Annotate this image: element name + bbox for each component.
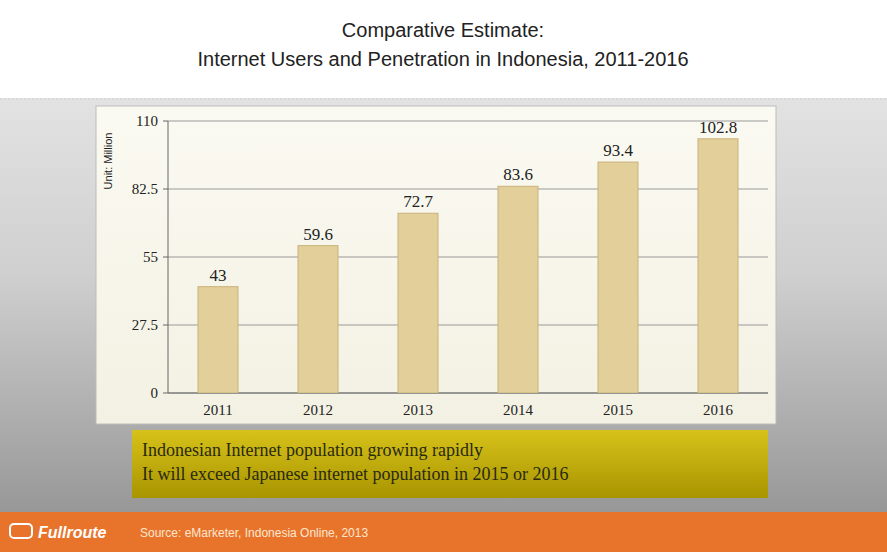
y-tick-label: 55: [143, 249, 158, 265]
data-label: 102.8: [699, 118, 737, 137]
title-rule: [0, 99, 887, 100]
source: Source: eMarketer, Indonesia Online, 201…: [140, 526, 368, 540]
plot-panel: [96, 106, 776, 424]
data-label: 83.6: [503, 165, 533, 184]
grid-line: [168, 121, 768, 122]
annotation: Indonesian Internet population growing r…: [142, 440, 483, 460]
x-tick-label: 2012: [303, 402, 333, 418]
x-tick-label: 2011: [203, 402, 232, 418]
y-tick: [163, 121, 168, 122]
bar: [198, 287, 238, 393]
bar: [598, 162, 638, 393]
x-axis: [168, 393, 768, 394]
y-axis: [168, 121, 169, 393]
footer-bar: [0, 512, 887, 552]
y-axis-title: Unit: Million: [102, 133, 114, 190]
data-label: 59.6: [303, 225, 333, 244]
data-label: 43: [210, 266, 227, 285]
bar: [698, 139, 738, 393]
background: [0, 0, 887, 552]
x-tick-label: 2014: [503, 402, 534, 418]
brand: Fullroute: [38, 524, 107, 541]
annotation: It will exceed Japanese internet populat…: [142, 464, 568, 484]
grid-line: [168, 393, 768, 394]
data-label: 93.4: [603, 141, 633, 160]
subtitle: Internet Users and Penetration in Indone…: [197, 48, 688, 70]
title: Comparative Estimate:: [342, 19, 544, 41]
x-tick-label: 2015: [603, 402, 633, 418]
chart-root: Comparative Estimate: Internet Users and …: [0, 0, 887, 552]
bars: [198, 139, 738, 393]
y-tick: [163, 257, 168, 258]
data-label: 72.7: [403, 192, 433, 211]
logo-icon: [10, 524, 32, 538]
grid-line: [168, 257, 768, 258]
y-tick-label: 110: [136, 113, 158, 129]
logo-shape: [10, 524, 32, 538]
y-tick: [163, 393, 168, 394]
y-tick: [163, 189, 168, 190]
y-tick-label: 27.5: [132, 317, 158, 333]
grid-line: [168, 189, 768, 190]
y-tick-label: 82.5: [132, 181, 158, 197]
y-tick-label: 0: [151, 385, 159, 401]
x-tick-label: 2016: [703, 402, 734, 418]
y-tick: [163, 325, 168, 326]
grid-line: [168, 325, 768, 326]
bar: [398, 213, 438, 393]
x-tick-label: 2013: [403, 402, 433, 418]
bar: [498, 186, 538, 393]
title-band: [0, 0, 887, 98]
caption-box: [132, 430, 768, 498]
bar: [298, 246, 338, 393]
